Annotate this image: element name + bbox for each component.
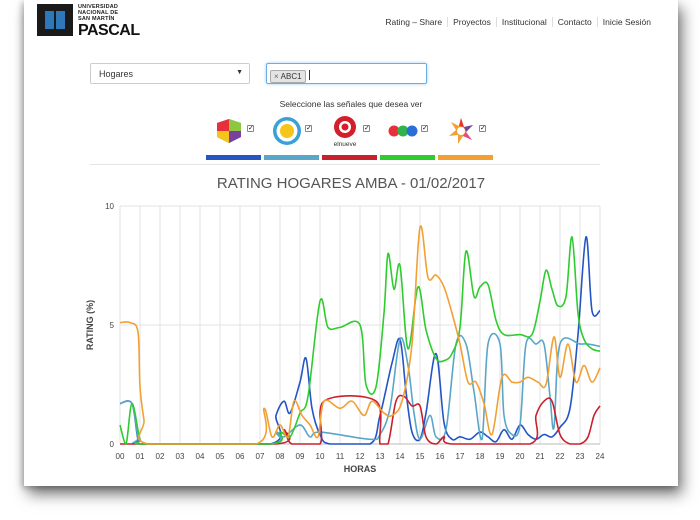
x-tick-label: 08 [276,452,285,461]
channel-selector: ✓ ✓ elnueve ✓ [206,113,496,160]
series-line-0 [119,236,601,445]
segment-tag-label: ABC1 [280,72,302,81]
y-tick-label: 0 [110,440,115,449]
section-divider [90,164,600,165]
x-tick-label: 01 [136,452,145,461]
series-line-4 [119,225,601,445]
x-tick-label: 13 [376,452,385,461]
x-tick-label: 20 [516,452,525,461]
x-tick-label: 16 [436,452,445,461]
x-tick-label: 18 [476,452,485,461]
chart-y-axis-label: RATING (%) [85,300,95,350]
chart-series [119,225,601,445]
channel-tv-publica[interactable]: ✓ [264,113,321,160]
channel-canal-13-checkbox[interactable]: ✓ [247,125,254,132]
channel-america-color-bar [380,155,435,160]
nav-proyectos[interactable]: Proyectos [447,17,496,27]
chart-x-axis-label: HORAS [344,464,377,474]
nav-login[interactable]: Inicie Sesión [596,17,656,27]
channel-prompt: Seleccione las señales que desea ver [279,99,423,109]
nav-contacto[interactable]: Contacto [551,17,597,27]
x-tick-label: 23 [576,452,585,461]
channel-america[interactable]: ✓ [380,113,437,160]
logo-university-name: UNIVERSIDAD NACIONAL DE SAN MARTÍN [78,4,119,22]
channel-telefe-color-bar [438,155,493,160]
site-logo[interactable]: UNIVERSIDAD NACIONAL DE SAN MARTÍN PASCA… [37,4,140,39]
x-tick-label: 21 [536,452,545,461]
top-nav: Rating – Share Proyectos Institucional C… [380,17,656,27]
text-cursor [308,69,310,80]
channel-canal-13-color-bar [206,155,261,160]
x-tick-label: 10 [316,452,325,461]
x-tick-label: 09 [296,452,305,461]
x-tick-label: 03 [176,452,185,461]
nav-rating-share[interactable]: Rating – Share [385,17,443,27]
channel-america-checkbox[interactable]: ✓ [421,125,428,132]
y-tick-label: 5 [110,321,115,330]
channel-tv-publica-color-bar [264,155,319,160]
x-tick-label: 04 [196,452,205,461]
x-tick-label: 17 [456,452,465,461]
tv-publica-logo-icon [273,117,301,145]
channel-elnueve[interactable]: elnueve ✓ [322,113,379,160]
canal-13-logo-icon [217,119,241,143]
channel-telefe[interactable]: ✓ [438,113,495,160]
channel-canal-13[interactable]: ✓ [206,113,263,160]
x-tick-label: 11 [336,452,345,461]
x-tick-label: 22 [556,452,565,461]
logo-brand-name: PASCAL [78,22,140,39]
caret-down-icon: ▼ [236,69,243,76]
rating-line-chart: 00 01 02 03 04 05 06 07 08 09 10 11 12 13 14 15 16 17 18 19… [85,202,605,474]
segment-tag[interactable]: × ABC1 [270,70,306,83]
book-logo-icon [37,4,73,36]
chart-axis-ticks: 00 01 02 03 04 05 06 07 08 09 10 11 12 13 14 15 16 17 18 19… [105,202,605,461]
channel-telefe-checkbox[interactable]: ✓ [479,125,486,132]
x-tick-label: 02 [156,452,165,461]
y-tick-label: 10 [105,202,114,211]
x-tick-label: 24 [596,452,605,461]
x-tick-label: 15 [416,452,425,461]
x-tick-label: 07 [256,452,265,461]
x-tick-label: 14 [396,452,405,461]
channel-elnueve-color-bar [322,155,377,160]
audience-select[interactable]: Hogares ▼ [90,63,250,84]
x-tick-label: 06 [236,452,245,461]
remove-tag-icon[interactable]: × [274,72,279,81]
x-tick-label: 12 [356,452,365,461]
page-frame: UNIVERSIDAD NACIONAL DE SAN MARTÍN PASCA… [24,0,678,486]
america-logo-icon [388,125,418,137]
channel-tv-publica-checkbox[interactable]: ✓ [305,125,312,132]
channel-elnueve-checkbox[interactable]: ✓ [363,125,370,132]
segment-tag-input[interactable]: × ABC1 [266,63,427,84]
chart-title: RATING HOGARES AMBA - 01/02/2017 [216,175,486,192]
audience-select-value: Hogares [99,69,134,79]
nav-institucional[interactable]: Institucional [495,17,552,27]
x-tick-label: 19 [496,452,505,461]
series-line-2 [119,394,601,445]
telefe-logo-icon [449,118,473,144]
elnueve-logo-icon: elnueve [334,116,357,147]
elnueve-caption: elnueve [334,141,357,147]
x-tick-label: 05 [216,452,225,461]
x-tick-label: 00 [116,452,125,461]
series-line-3 [119,236,601,445]
